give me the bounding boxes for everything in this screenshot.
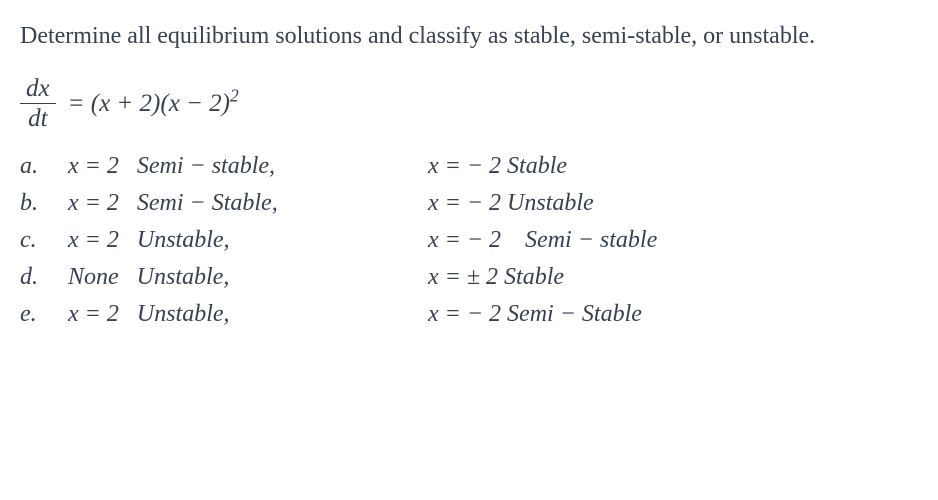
option-col2: x = − 2 Semi − stable bbox=[428, 227, 918, 254]
option-label: a. bbox=[20, 153, 68, 180]
option-label: c. bbox=[20, 227, 68, 254]
option-eq1: x = 2 bbox=[68, 153, 119, 179]
option-class1: Unstable, bbox=[137, 301, 230, 327]
option-col1: None Unstable, bbox=[68, 264, 428, 291]
option-col1: x = 2 Unstable, bbox=[68, 227, 428, 254]
option-eq2: x = − 2 bbox=[428, 301, 501, 327]
option-class1: Unstable, bbox=[137, 264, 230, 290]
denominator: dt bbox=[22, 104, 53, 131]
option-col1: x = 2 Semi − stable, bbox=[68, 153, 428, 180]
option-col1: x = 2 Semi − Stable, bbox=[68, 190, 428, 217]
option-eq1: x = 2 bbox=[68, 301, 119, 327]
option-class1: Unstable, bbox=[137, 227, 230, 253]
option-eq1: x = 2 bbox=[68, 190, 119, 216]
option-class1: Semi − Stable, bbox=[137, 190, 278, 216]
option-label: b. bbox=[20, 190, 68, 217]
option-col2: x = − 2 Unstable bbox=[428, 190, 918, 217]
option-col2: x = ± 2 Stable bbox=[428, 264, 918, 291]
option-eq1: x = 2 bbox=[68, 227, 119, 253]
differential-equation: dx dt = (x + 2)(x − 2)2 bbox=[20, 76, 918, 131]
option-class2: Semi − stable bbox=[525, 227, 657, 253]
option-class2: Unstable bbox=[507, 190, 594, 216]
option-eq2: x = − 2 bbox=[428, 227, 501, 253]
option-class2: Stable bbox=[504, 264, 564, 290]
equation-rhs: = (x + 2)(x − 2)2 bbox=[68, 90, 239, 118]
options-grid: a. x = 2 Semi − stable, x = − 2 Stable b… bbox=[20, 153, 918, 328]
option-col2: x = − 2 Semi − Stable bbox=[428, 301, 918, 328]
option-col1: x = 2 Unstable, bbox=[68, 301, 428, 328]
option-eq2: x = ± 2 bbox=[428, 264, 498, 290]
option-class1: Semi − stable, bbox=[137, 153, 275, 179]
option-class2: Semi − Stable bbox=[507, 301, 642, 327]
fraction: dx dt bbox=[20, 76, 56, 131]
option-eq1: None bbox=[68, 264, 119, 290]
option-label: e. bbox=[20, 301, 68, 328]
question-text: Determine all equilibrium solutions and … bbox=[20, 18, 918, 54]
option-label: d. bbox=[20, 264, 68, 291]
option-eq2: x = − 2 bbox=[428, 190, 501, 216]
option-class2: Stable bbox=[507, 153, 567, 179]
numerator: dx bbox=[20, 76, 56, 104]
option-eq2: x = − 2 bbox=[428, 153, 501, 179]
option-col2: x = − 2 Stable bbox=[428, 153, 918, 180]
